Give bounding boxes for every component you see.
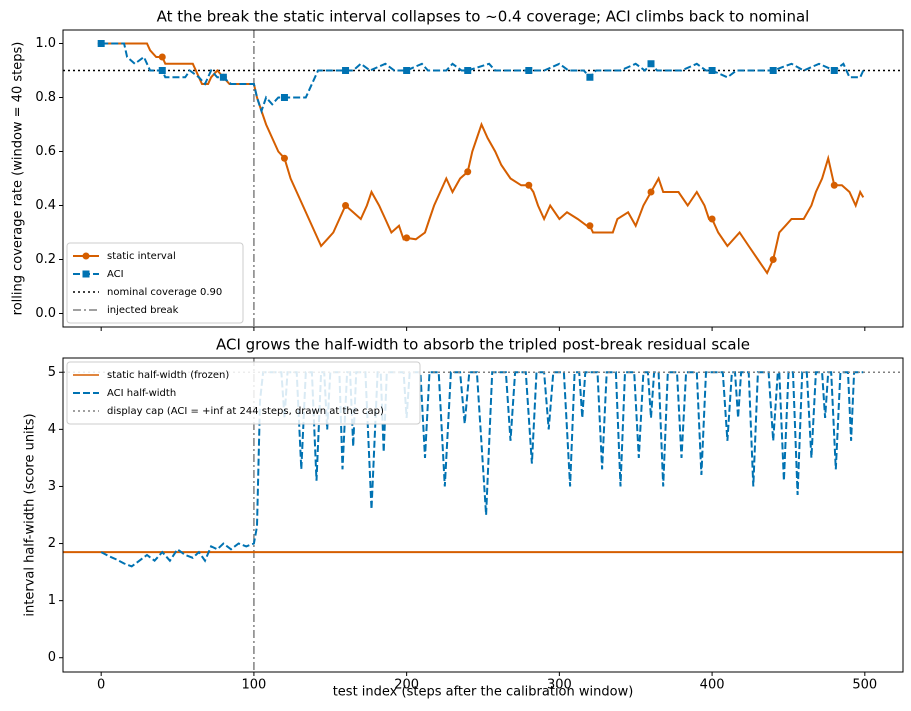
marker: [280, 94, 288, 101]
axes-frame: [62, 29, 904, 328]
x-tick-label: 500: [852, 678, 877, 693]
marker: [586, 73, 594, 81]
y-axis-label: rolling coverage rate (window = 40 steps…: [11, 42, 26, 316]
y-tick-label: 2: [48, 536, 56, 551]
marker: [525, 67, 533, 74]
y-tick-label: 0.6: [35, 144, 56, 159]
marker: [708, 67, 716, 74]
legend-marker: [82, 270, 90, 278]
chart-title: At the break the static interval collaps…: [157, 8, 810, 26]
legend-label: nominal coverage 0.90: [107, 287, 222, 298]
legend-box: [66, 361, 421, 425]
marker: [464, 168, 472, 176]
marker: [403, 67, 411, 74]
marker: [158, 67, 166, 74]
y-tick-label: 1: [48, 593, 56, 608]
legend-label: ACI: [107, 269, 124, 280]
marker: [647, 188, 655, 196]
y-tick-label: 0.4: [35, 198, 56, 213]
x-tick-label: 400: [700, 678, 725, 693]
marker: [586, 222, 594, 230]
x-tick-label: 100: [241, 678, 266, 693]
series-line: [101, 42, 865, 276]
marker: [280, 154, 288, 162]
chart-title: ACI grows the half-width to absorb the t…: [216, 336, 750, 354]
marker: [708, 215, 716, 223]
legend-label: static interval: [107, 251, 176, 262]
legend-label: display cap (ACI = +inf at 244 steps, dr…: [107, 406, 384, 417]
marker: [97, 40, 105, 47]
marker: [464, 67, 472, 74]
x-tick-label: 300: [547, 678, 572, 693]
series-line: [100, 371, 864, 568]
plot: [63, 30, 903, 327]
y-tick-label: 0.8: [35, 90, 56, 105]
marker: [158, 53, 166, 61]
marker: [219, 73, 227, 81]
x-tick-label: 200: [394, 678, 419, 693]
y-tick-label: 1.0: [35, 36, 56, 51]
y-tick-label: 0.0: [35, 306, 56, 321]
marker: [830, 181, 838, 189]
series-line: [101, 42, 865, 115]
x-axis-label: test index (steps after the calibration …: [333, 685, 634, 700]
y-axis-label: interval half-width (score units): [23, 413, 38, 616]
legend-label: ACI half-width: [107, 388, 176, 399]
marker: [342, 67, 350, 74]
y-tick-label: 0.2: [35, 252, 56, 267]
marker: [830, 67, 838, 74]
y-tick-label: 3: [48, 479, 56, 494]
y-tick-label: 4: [48, 422, 56, 437]
legend-marker: [82, 252, 90, 260]
marker: [647, 60, 655, 68]
y-tick-label: 0: [48, 650, 56, 665]
legend-box: [66, 242, 244, 324]
marker: [769, 67, 777, 74]
marker: [525, 181, 533, 189]
y-tick-label: 5: [48, 365, 56, 380]
axes-frame: [62, 357, 904, 673]
marker: [403, 234, 411, 242]
marker: [769, 256, 777, 263]
legend-label: injected break: [107, 305, 179, 316]
x-tick-label: 0: [97, 678, 105, 693]
plot-area: [63, 30, 903, 327]
marker: [342, 202, 350, 209]
legend-label: static half-width (frozen): [107, 370, 229, 381]
